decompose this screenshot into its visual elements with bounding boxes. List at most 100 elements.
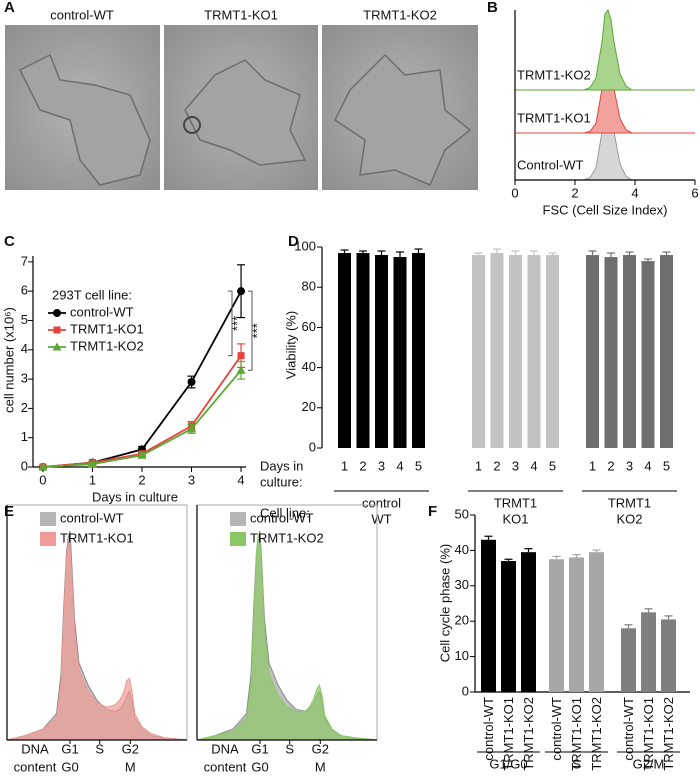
x-tick-label: G2: [122, 741, 139, 756]
x-tick-label: 5: [415, 458, 422, 473]
x-tick-label: control-WT: [621, 697, 636, 761]
x-tick-label: 4: [530, 458, 537, 473]
legend-marker: [53, 309, 61, 317]
panel-label: B: [487, 0, 498, 16]
bar: [660, 255, 673, 448]
x-tick-label: 5: [549, 458, 556, 473]
significance-bracket: [228, 290, 233, 357]
bar: [621, 628, 636, 692]
bar: [481, 539, 496, 692]
bar: [393, 257, 407, 448]
y-tick-label: 60: [302, 319, 316, 334]
legend-label: TRMT1-KO1: [70, 321, 144, 336]
y-tick-label: 10: [455, 648, 469, 663]
y-axis-label: Viability (%): [283, 311, 298, 379]
x-tick-label: 2: [607, 458, 614, 473]
series-label: Control-WT: [517, 157, 584, 172]
legend-marker: [53, 326, 61, 334]
x-tick-label: 2: [138, 472, 145, 487]
x-axis-label: content: [204, 759, 247, 774]
x-tick-sublabel: G0: [61, 759, 78, 774]
point: [87, 459, 97, 468]
panel-label: E: [4, 503, 14, 520]
y-tick-label: 0: [309, 439, 316, 454]
x-tick-label: 4: [396, 458, 403, 473]
y-tick-label: 100: [294, 238, 316, 253]
legend-label: TRMT1-KO2: [70, 338, 144, 353]
row-label: culture:: [260, 474, 303, 489]
bar: [641, 612, 656, 692]
x-tick-label: 1: [89, 472, 96, 487]
histogram-area: [196, 535, 378, 741]
x-tick-label: 3: [378, 458, 385, 473]
bar: [501, 561, 516, 692]
x-tick-label: 3: [626, 458, 633, 473]
y-tick-label: 0: [21, 458, 28, 473]
legend-label: TRMT1-KO1: [60, 530, 134, 545]
x-tick-label: 0: [511, 185, 518, 200]
legend-swatch: [230, 512, 246, 526]
x-tick-label: 1: [341, 458, 348, 473]
x-axis-label: content: [14, 759, 57, 774]
bar: [661, 619, 676, 692]
micrograph-label: TRMT1-KO1: [204, 7, 278, 22]
y-tick-label: 2: [21, 400, 28, 415]
y-tick-label: 1: [21, 429, 28, 444]
micrograph-label: TRMT1-KO2: [363, 7, 437, 22]
x-axis-label: Days in culture: [92, 489, 178, 504]
group-label: WT: [371, 511, 391, 526]
x-tick-label: 2: [571, 185, 578, 200]
x-tick-label: 3: [188, 472, 195, 487]
y-tick-label: 40: [455, 542, 469, 557]
y-tick-label: 30: [455, 577, 469, 592]
x-tick-sublabel: G0: [251, 759, 268, 774]
x-tick-label: 2: [359, 458, 366, 473]
y-tick-label: 80: [302, 279, 316, 294]
x-axis-label: FSC (Cell Size Index): [543, 202, 668, 217]
bar: [412, 253, 425, 448]
y-axis-label: Cell cycle phase (%): [437, 544, 452, 663]
y-tick-label: 7: [21, 253, 28, 268]
cell-outline: [184, 59, 307, 166]
x-axis-label: DNA: [211, 741, 239, 756]
bar: [375, 255, 388, 448]
histogram-area: [6, 541, 188, 741]
point: [237, 287, 246, 296]
bar: [356, 253, 370, 448]
y-tick-label: 20: [302, 399, 316, 414]
cell-outline: [334, 53, 472, 186]
bar: [546, 255, 559, 448]
x-tick-label: 4: [237, 472, 244, 487]
x-tick-label: 0: [39, 472, 46, 487]
x-tick-label: control-WT: [481, 697, 496, 761]
x-tick-sublabel: M: [315, 759, 326, 774]
legend-swatch: [40, 532, 56, 546]
y-tick-label: 5: [21, 312, 28, 327]
y-axis-label: cell number (x10⁶): [1, 307, 16, 413]
point: [237, 352, 245, 360]
legend-label: control-WT: [70, 304, 134, 319]
point: [137, 450, 147, 459]
panel-label: F: [428, 503, 437, 520]
legend-swatch: [40, 512, 56, 526]
series-label: TRMT1-KO2: [517, 67, 591, 82]
x-tick-label: G1: [251, 741, 268, 756]
panel-label: A: [4, 0, 15, 16]
x-tick-label: 3: [512, 458, 519, 473]
row-label: Cell line:: [260, 505, 310, 520]
cell-outline: [18, 53, 151, 186]
x-tick-sublabel: M: [125, 759, 136, 774]
series-label: TRMT1-KO1: [517, 110, 591, 125]
group-label: TRMT1: [608, 495, 651, 510]
bar: [604, 257, 618, 448]
x-tick-label: S: [285, 741, 294, 756]
bar: [623, 255, 636, 448]
x-tick-label: 4: [644, 458, 651, 473]
y-tick-label: 40: [302, 359, 316, 374]
y-tick-label: 6: [21, 283, 28, 298]
point: [187, 378, 196, 387]
x-tick-label: TRMT1-KO2: [589, 697, 604, 771]
x-tick-label: G1: [61, 741, 78, 756]
y-tick-label: 20: [455, 613, 469, 628]
